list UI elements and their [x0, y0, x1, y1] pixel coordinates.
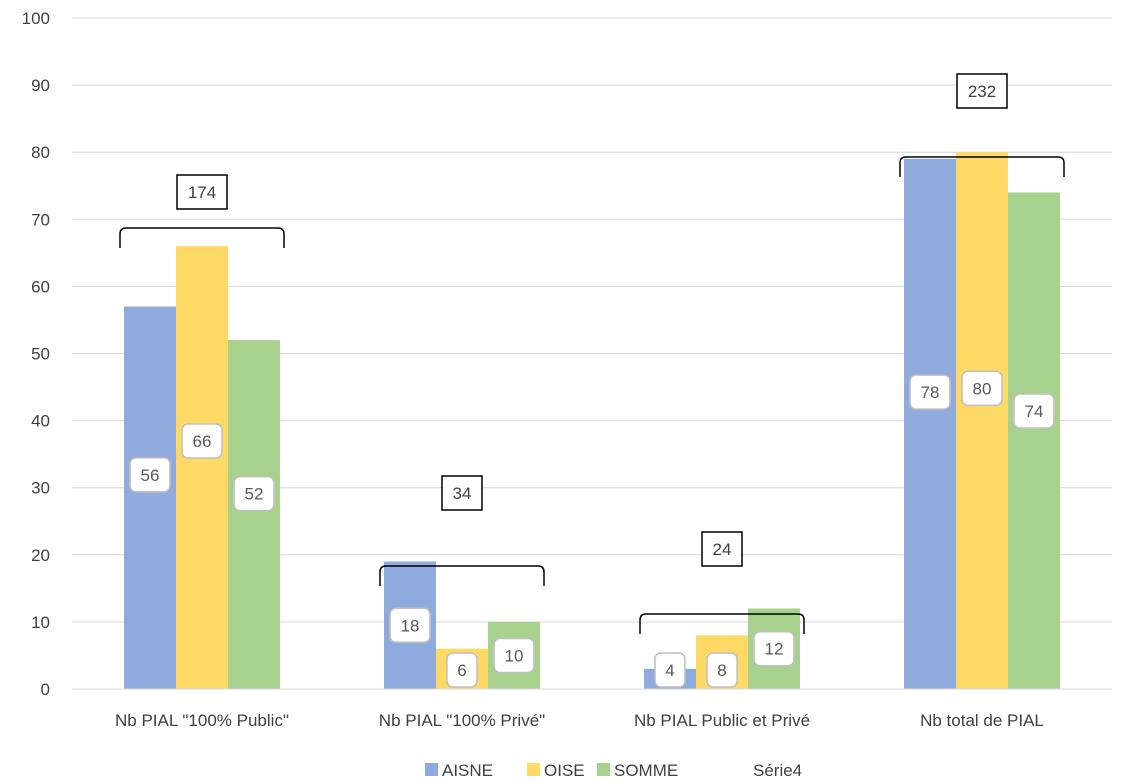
legend-swatch — [597, 763, 610, 776]
data-label: 12 — [765, 640, 784, 659]
data-label-box — [233, 475, 275, 512]
total-label-box — [176, 174, 228, 210]
y-tick-label: 80 — [31, 143, 50, 162]
y-tick-label: 90 — [31, 76, 50, 95]
total-brackets: 174 34 24 232 — [119, 73, 1065, 634]
y-axis: 0 10 20 30 40 50 60 70 80 90 100 — [22, 9, 50, 699]
bar — [228, 340, 280, 689]
data-label-box — [129, 457, 171, 493]
data-labels: 56 66 52 18 6 10 4 8 12 78 80 74 — [129, 370, 1055, 688]
legend-swatch — [425, 763, 438, 776]
data-label: 8 — [717, 661, 726, 680]
total-label-box — [701, 531, 743, 567]
x-tick-label: Nb PIAL "100% Public" — [115, 711, 289, 730]
total-label-box — [956, 73, 1008, 109]
y-tick-label: 40 — [31, 412, 50, 431]
y-tick-label: 10 — [31, 613, 50, 632]
data-label: 52 — [245, 485, 264, 504]
data-label-box — [446, 652, 478, 688]
y-tick-label: 70 — [31, 210, 50, 229]
y-tick-label: 0 — [41, 680, 50, 699]
total-bracket — [379, 565, 545, 586]
legend-label: AISNE — [442, 761, 493, 780]
legend-label: Série4 — [753, 761, 802, 780]
x-tick-label: Nb total de PIAL — [920, 711, 1044, 730]
data-label-box — [389, 607, 431, 644]
total-bracket — [119, 227, 285, 248]
x-tick-label: Nb PIAL Public et Privé — [634, 711, 810, 730]
data-label: 18 — [401, 616, 420, 635]
y-tick-label: 100 — [22, 9, 50, 28]
bar — [956, 152, 1008, 689]
data-label-box — [181, 423, 223, 459]
x-tick-label: Nb PIAL "100% Privé" — [379, 711, 545, 730]
legend: AISNE OISE SOMME Série4 — [425, 761, 802, 780]
y-tick-label: 60 — [31, 277, 50, 296]
total-label: 232 — [968, 82, 996, 101]
data-label-box — [493, 637, 535, 674]
total-label: 174 — [188, 183, 216, 202]
data-label: 4 — [665, 661, 674, 680]
legend-label: SOMME — [614, 761, 678, 780]
data-label: 6 — [457, 661, 466, 680]
total-label-box — [441, 475, 483, 511]
bar — [124, 306, 176, 689]
data-label-box — [753, 630, 795, 667]
data-label-box — [909, 374, 951, 410]
y-tick-label: 30 — [31, 479, 50, 498]
legend-swatch — [527, 763, 540, 776]
bar — [176, 246, 228, 689]
data-label: 74 — [1025, 402, 1044, 421]
y-tick-label: 50 — [31, 345, 50, 364]
data-label: 78 — [921, 383, 940, 402]
x-axis: Nb PIAL "100% Public" Nb PIAL "100% Privé… — [72, 688, 1112, 730]
total-bracket — [899, 156, 1065, 177]
data-label: 66 — [193, 432, 212, 451]
data-label-box — [654, 652, 686, 688]
data-label-box — [706, 652, 738, 688]
data-label: 10 — [505, 646, 524, 665]
data-label: 80 — [973, 379, 992, 398]
data-label-box — [961, 370, 1003, 407]
legend-label: OISE — [544, 761, 585, 780]
bars — [124, 152, 1060, 689]
data-label: 56 — [141, 466, 160, 485]
bar — [1008, 192, 1060, 689]
total-label: 34 — [453, 484, 472, 503]
y-tick-label: 20 — [31, 546, 50, 565]
total-label: 24 — [713, 540, 732, 559]
data-label-box — [1013, 393, 1055, 429]
bar — [904, 158, 956, 689]
total-bracket — [639, 613, 805, 634]
